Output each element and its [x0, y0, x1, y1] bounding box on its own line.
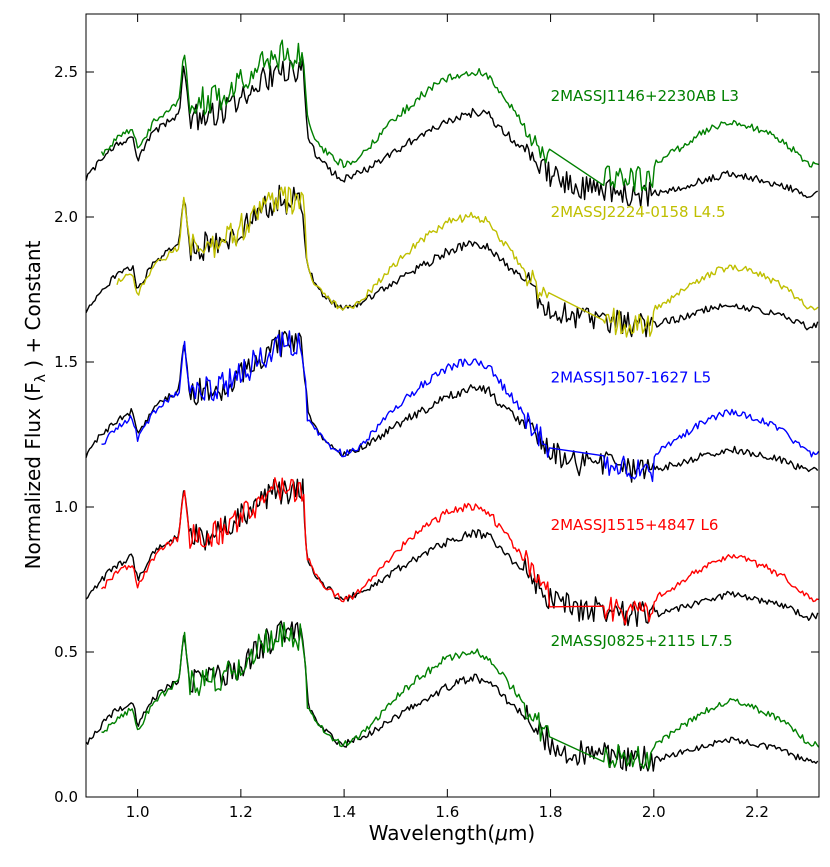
x-tick-label: 2.0	[642, 803, 666, 821]
series-label-2: 2MASSJ2224-0158 L4.5	[551, 203, 726, 221]
x-tick-label: 1.2	[229, 803, 253, 821]
spectrum-1	[100, 39, 819, 192]
series-label-5: 2MASSJ0825+2115 L7.5	[551, 632, 733, 650]
x-tick-label: 2.2	[745, 803, 769, 821]
template-spectrum-4	[85, 478, 819, 627]
x-axis-title: Wavelength(μm)	[369, 821, 535, 845]
template-spectrum-3	[85, 329, 819, 483]
y-tick-label: 1.5	[54, 353, 78, 371]
y-tick-label: 2.0	[54, 208, 78, 226]
template-spectrum-1	[85, 57, 819, 208]
spectrum-4	[101, 477, 819, 626]
series-label-3: 2MASSJ1507-1627 L5	[551, 368, 712, 386]
y-axis-title: Normalized Flux (Fλ ) + Constant	[21, 240, 49, 569]
series-label-4: 2MASSJ1515+4847 L6	[551, 516, 719, 534]
y-tick-label: 0.5	[54, 643, 78, 661]
plot-frame	[85, 13, 820, 798]
spectrum-5	[101, 621, 820, 770]
x-tick-label: 1.6	[435, 803, 459, 821]
ticks-layer: 1.0 1.2 1.4 1.6 1.8 2.0 2.2 0.0 0.5 1.0 1.5 2.0 2.5	[54, 14, 819, 821]
series-layer	[85, 39, 820, 772]
spectrum-2	[116, 186, 819, 338]
x-tick-label: 1.0	[126, 803, 150, 821]
y-tick-label: 1.0	[54, 498, 78, 516]
x-tick-label: 1.8	[539, 803, 563, 821]
x-tick-label: 1.4	[332, 803, 356, 821]
template-spectrum-2	[85, 184, 819, 338]
spectrum-3	[101, 330, 820, 483]
series-label-1: 2MASSJ1146+2230AB L3	[551, 87, 739, 105]
series-labels: 2MASSJ1146+2230AB L3 2MASSJ2224-0158 L4.5…	[551, 87, 739, 650]
y-tick-label: 0.0	[54, 788, 78, 806]
y-tick-label: 2.5	[54, 63, 78, 81]
template-spectrum-5	[85, 620, 819, 772]
